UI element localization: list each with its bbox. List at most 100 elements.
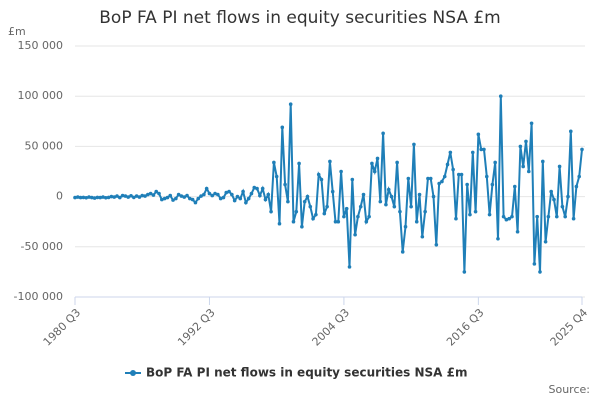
data-point <box>566 194 570 199</box>
series-line <box>74 96 583 272</box>
data-point <box>574 184 579 189</box>
data-point <box>498 94 503 98</box>
data-point <box>146 192 150 197</box>
data-point <box>487 212 492 217</box>
data-point <box>168 193 173 198</box>
data-point <box>563 214 567 219</box>
data-point <box>291 219 296 224</box>
data-point <box>196 196 201 201</box>
data-point <box>378 199 383 204</box>
y-tick-label: 150 000 <box>18 39 64 52</box>
data-point <box>510 214 514 219</box>
data-point <box>238 196 243 201</box>
data-point <box>358 204 363 209</box>
data-point <box>580 147 584 152</box>
data-point <box>406 176 411 181</box>
data-point <box>456 172 461 177</box>
data-point <box>372 169 377 174</box>
data-point <box>549 189 553 194</box>
data-point <box>106 195 111 200</box>
data-point <box>314 212 318 217</box>
data-point <box>521 164 525 169</box>
data-point <box>515 229 520 234</box>
data-point <box>148 191 153 196</box>
data-point <box>557 164 562 169</box>
data-point <box>560 204 565 209</box>
data-point <box>78 195 83 200</box>
data-point <box>392 204 397 209</box>
data-point <box>493 160 497 165</box>
data-point <box>120 193 125 198</box>
data-point <box>308 204 313 209</box>
data-point <box>104 196 108 200</box>
data-point <box>246 196 251 201</box>
data-point <box>252 185 257 190</box>
data-point <box>232 198 237 203</box>
data-point <box>423 209 427 214</box>
data-point <box>420 234 425 239</box>
data-point <box>126 195 131 199</box>
x-tick-label: 1992 Q3 <box>175 306 218 349</box>
data-point <box>76 195 80 199</box>
data-point <box>182 195 187 199</box>
data-point <box>179 194 184 198</box>
data-point <box>552 197 556 202</box>
data-point <box>400 250 405 254</box>
legend-label: BoP FA PI net flows in equity securities… <box>146 366 467 380</box>
data-point <box>403 224 408 229</box>
data-point <box>235 194 240 199</box>
data-point <box>151 193 156 197</box>
data-point <box>364 219 369 224</box>
data-point <box>501 214 506 219</box>
data-point <box>272 160 276 165</box>
data-point <box>129 193 133 198</box>
data-point <box>577 174 581 179</box>
data-point <box>409 204 413 209</box>
data-point <box>437 181 441 186</box>
data-point <box>370 161 374 166</box>
data-point <box>302 199 307 204</box>
data-point <box>260 186 265 191</box>
y-axis-label: £m <box>8 25 26 38</box>
data-point <box>286 199 290 204</box>
data-point <box>112 195 117 199</box>
x-tick-label: 1980 Q3 <box>41 306 84 349</box>
data-point <box>468 212 472 217</box>
data-point <box>188 196 192 201</box>
data-point <box>294 209 299 214</box>
x-tick-label: 2004 Q3 <box>310 306 353 349</box>
data-point <box>288 102 293 107</box>
data-point <box>350 177 355 182</box>
data-point <box>300 224 304 229</box>
data-point <box>448 150 453 155</box>
data-point <box>207 191 212 196</box>
data-point <box>339 169 343 174</box>
data-point <box>101 195 105 199</box>
data-point <box>479 147 483 152</box>
data-point <box>140 193 145 198</box>
data-point <box>157 191 161 196</box>
data-point <box>123 194 128 198</box>
y-tick-label: -100 000 <box>14 290 63 303</box>
data-point <box>465 182 469 187</box>
data-point <box>154 189 159 194</box>
data-point <box>347 265 352 269</box>
data-point <box>218 196 223 201</box>
data-point <box>224 190 229 195</box>
data-point <box>258 193 262 198</box>
data-point <box>482 147 486 152</box>
data-point <box>546 214 551 219</box>
data-point <box>322 211 327 216</box>
y-tick-label: -50 000 <box>21 240 63 253</box>
y-tick-label: 0 <box>56 190 63 203</box>
data-point <box>361 192 366 197</box>
data-point <box>333 219 338 224</box>
data-point <box>134 194 139 198</box>
data-point <box>398 209 402 214</box>
y-tick-label: 100 000 <box>18 89 64 102</box>
x-tick-label: 2016 Q3 <box>444 306 487 349</box>
data-point <box>185 193 189 198</box>
data-point <box>95 195 100 200</box>
data-point <box>414 219 419 224</box>
